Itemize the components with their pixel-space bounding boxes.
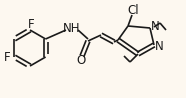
Text: N: N [155, 39, 163, 53]
Text: N: N [151, 20, 159, 33]
Text: Cl: Cl [127, 4, 139, 16]
Text: F: F [28, 18, 34, 30]
Text: F: F [4, 50, 11, 64]
Text: NH: NH [63, 21, 81, 34]
Text: O: O [76, 54, 86, 68]
